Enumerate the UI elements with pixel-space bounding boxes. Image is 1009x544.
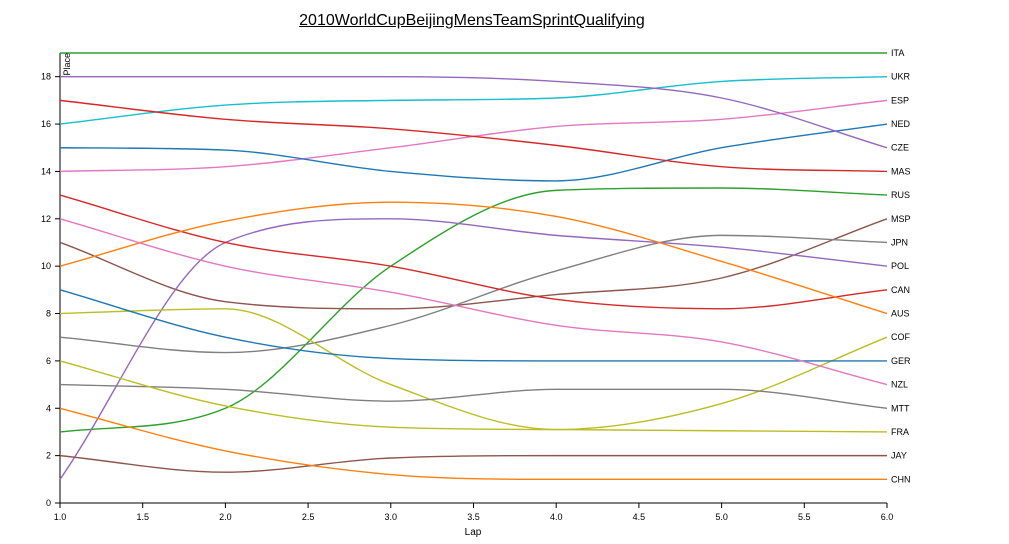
y-tick-label: 18 [41,72,51,82]
x-tick-label: 5.0 [715,512,728,522]
series-label-fra: FRA [891,427,909,437]
series-line-can [59,194,888,310]
y-tick-label: 10 [41,261,51,271]
series-label-nzl: NZL [891,380,908,390]
series-lines [59,52,888,481]
x-tick-label: 4.0 [550,512,563,522]
series-line-nzl [59,218,888,386]
series-line-jay [59,454,887,473]
y-tick-label: 0 [46,498,51,508]
series-line-ned [59,123,888,182]
x-tick-label: 2.0 [219,512,232,522]
y-axis-label: Place [62,53,72,76]
x-tick-label: 1.0 [54,512,67,522]
series-line-chn [59,407,887,481]
series-label-can: CAN [891,285,910,295]
series-label-cof: COF [891,332,911,342]
series-label-ger: GER [891,356,911,366]
y-tick-label: 2 [46,451,51,461]
y-tick-label: 12 [41,214,51,224]
y-tick-label: 14 [41,166,51,176]
series-label-aus: AUS [891,309,910,319]
series-label-jay: JAY [891,451,907,461]
x-tick-label: 4.5 [633,512,646,522]
series-line-mas [59,99,888,173]
series-label-mtt: MTT [891,403,910,413]
y-tick-label: 16 [41,119,51,129]
y-tick-label: 4 [46,403,51,413]
x-tick-label: 3.5 [467,512,480,522]
series-line-fra [59,360,888,433]
series-label-msp: MSP [891,214,911,224]
series-label-ned: NED [891,119,911,129]
x-tick-label: 2.5 [302,512,315,522]
series-label-esp: ESP [891,95,909,105]
series-line-cof [59,308,888,431]
series-line-jpn [59,234,888,354]
series-line-pol [59,218,888,480]
series-label-chn: CHN [891,474,911,484]
series-labels: ITA UKR ESP NED CZE MAS RUS MSP JPN POL CAN AUS COF G… [891,48,911,484]
series-label-mas: MAS [891,166,911,176]
series-line-aus [59,201,888,315]
x-tick-label: 1.5 [136,512,149,522]
series-line-msp [59,218,888,310]
x-axis-label: Lap [465,527,482,538]
series-line-rus [59,187,888,433]
x-tick-label: 5.5 [798,512,811,522]
series-line-ger [59,289,887,362]
series-label-cze: CZE [891,143,909,153]
y-tick-label: 8 [46,309,51,319]
series-line-mtt [59,383,888,409]
axes: 1.0 1.5 2.0 2.5 3.0 3.5 4.0 4.5 5.0 5.5 6.0 0 2 4 6 8 10… [41,53,893,522]
series-label-ita: ITA [891,48,904,58]
chart-title: 2010WorldCupBeijingMensTeamSprintQualify… [299,12,645,29]
series-label-rus: RUS [891,190,910,200]
series-label-ukr: UKR [891,72,911,82]
series-label-pol: POL [891,261,909,271]
series-line-ukr [59,75,888,125]
y-tick-label: 6 [46,356,51,366]
series-label-jpn: JPN [891,237,908,247]
x-tick-label: 3.0 [385,512,398,522]
x-tick-label: 6.0 [881,512,894,522]
series-line-cze [60,75,888,149]
